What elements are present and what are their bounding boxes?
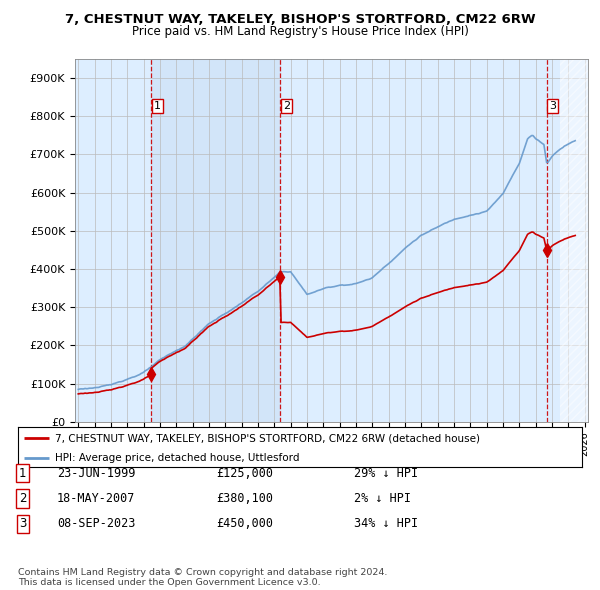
Text: 1: 1: [154, 101, 161, 111]
Text: 3: 3: [19, 517, 26, 530]
Text: 7, CHESTNUT WAY, TAKELEY, BISHOP'S STORTFORD, CM22 6RW: 7, CHESTNUT WAY, TAKELEY, BISHOP'S STORT…: [65, 13, 535, 26]
Text: £380,100: £380,100: [216, 492, 273, 505]
Text: 2: 2: [283, 101, 290, 111]
Bar: [151, 59, 280, 422]
Text: £125,000: £125,000: [216, 467, 273, 480]
Text: 2: 2: [19, 492, 26, 505]
Text: 34% ↓ HPI: 34% ↓ HPI: [354, 517, 418, 530]
Text: 23-JUN-1999: 23-JUN-1999: [57, 467, 136, 480]
Text: 1: 1: [19, 467, 26, 480]
Bar: [560, 59, 593, 422]
Text: HPI: Average price, detached house, Uttlesford: HPI: Average price, detached house, Uttl…: [55, 454, 299, 464]
Text: £450,000: £450,000: [216, 517, 273, 530]
Text: 29% ↓ HPI: 29% ↓ HPI: [354, 467, 418, 480]
Text: 08-SEP-2023: 08-SEP-2023: [57, 517, 136, 530]
Text: 18-MAY-2007: 18-MAY-2007: [57, 492, 136, 505]
Text: Price paid vs. HM Land Registry's House Price Index (HPI): Price paid vs. HM Land Registry's House …: [131, 25, 469, 38]
Text: Contains HM Land Registry data © Crown copyright and database right 2024.
This d: Contains HM Land Registry data © Crown c…: [18, 568, 388, 587]
Text: 3: 3: [549, 101, 556, 111]
Text: 2% ↓ HPI: 2% ↓ HPI: [354, 492, 411, 505]
Text: 7, CHESTNUT WAY, TAKELEY, BISHOP'S STORTFORD, CM22 6RW (detached house): 7, CHESTNUT WAY, TAKELEY, BISHOP'S STORT…: [55, 434, 479, 444]
